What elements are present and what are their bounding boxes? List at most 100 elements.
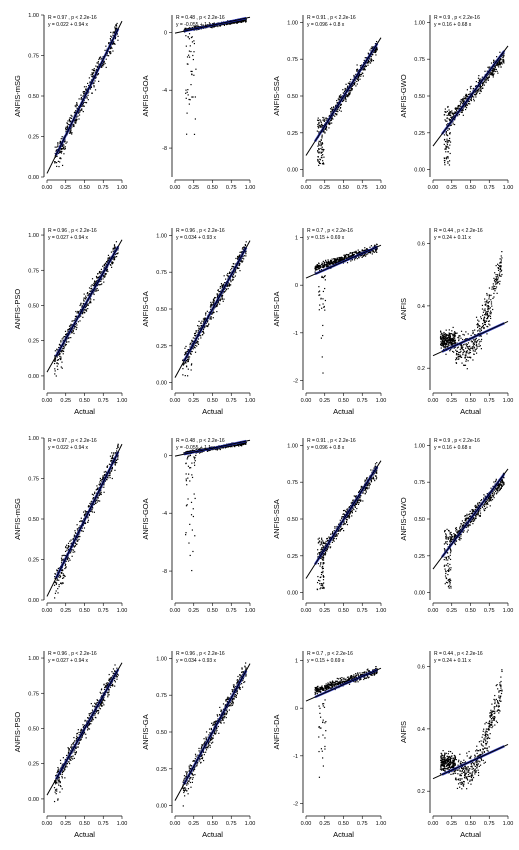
data-point (86, 97, 88, 99)
data-point (447, 340, 449, 342)
data-point (352, 84, 354, 86)
x-tick-label: 0.50 (79, 398, 90, 404)
x-tick-label: 1.00 (503, 398, 514, 404)
data-point (67, 542, 70, 544)
data-point (485, 314, 487, 316)
y-tick-label: 0.75 (28, 268, 39, 274)
data-point (317, 267, 320, 269)
data-point (83, 91, 86, 93)
data-point (83, 308, 85, 310)
data-point (116, 450, 118, 452)
data-point (228, 282, 230, 284)
data-point (73, 124, 75, 127)
data-point (191, 27, 194, 29)
data-point (86, 293, 88, 295)
data-point (243, 246, 245, 248)
data-point (465, 104, 467, 106)
data-point (324, 263, 326, 266)
data-point (83, 297, 85, 299)
data-point (56, 365, 58, 367)
x-tick-label: 0.50 (338, 185, 349, 191)
data-point (58, 150, 61, 152)
data-point (452, 344, 454, 346)
x-tick-label: 0.00 (428, 398, 439, 404)
panel-r3c1: 0.000.250.500.751.000.00 0.25 0.50 0.75 1.00… (13, 436, 127, 614)
data-point (69, 121, 71, 123)
data-point (66, 332, 69, 334)
data-point (113, 248, 116, 250)
data-point (491, 305, 493, 307)
data-point (190, 36, 193, 39)
data-point (338, 258, 340, 260)
data-point (103, 275, 105, 277)
data-point (63, 336, 66, 338)
data-point (243, 20, 245, 22)
data-point (468, 100, 470, 103)
data-point (228, 284, 231, 286)
data-point (192, 54, 194, 57)
data-point (346, 87, 349, 89)
data-point (65, 343, 67, 346)
data-point (447, 155, 449, 158)
data-point (472, 331, 474, 333)
data-point (449, 335, 452, 338)
data-point (454, 341, 456, 344)
data-point (107, 257, 109, 259)
data-point (115, 255, 118, 258)
data-point (64, 148, 66, 150)
data-point (318, 265, 320, 268)
data-point (448, 114, 450, 116)
data-point (478, 88, 480, 90)
data-point (95, 69, 98, 71)
data-point (242, 20, 244, 22)
data-point (451, 117, 453, 119)
regression-line (46, 20, 123, 174)
data-point (448, 339, 450, 342)
data-point (364, 66, 366, 68)
data-point (318, 122, 320, 125)
data-point (204, 318, 206, 321)
data-point (65, 334, 67, 336)
data-point (325, 127, 327, 130)
data-point (444, 164, 446, 166)
data-point (495, 286, 498, 288)
data-point (442, 333, 444, 335)
data-point (191, 73, 193, 75)
data-point (358, 75, 360, 77)
data-point (192, 348, 194, 350)
data-point (228, 284, 231, 287)
data-point (54, 575, 56, 578)
data-point (234, 270, 237, 272)
data-point (87, 294, 89, 297)
data-point (450, 111, 452, 113)
data-point (489, 310, 492, 312)
data-point (476, 89, 478, 92)
data-point (225, 23, 227, 25)
x-tick-label: 0.75 (98, 608, 109, 614)
data-point (67, 337, 69, 339)
data-point (336, 258, 338, 260)
data-point (187, 368, 189, 370)
data-point (481, 84, 484, 87)
data-point (202, 328, 205, 330)
data-point (376, 48, 378, 50)
data-point (501, 61, 503, 63)
data-point (445, 344, 447, 346)
data-point (457, 105, 459, 107)
data-point (356, 258, 358, 260)
data-point (340, 104, 342, 107)
data-point (480, 348, 483, 350)
data-point (376, 248, 378, 250)
data-point (75, 118, 77, 120)
data-point (93, 68, 95, 70)
data-point (370, 59, 372, 61)
data-point (446, 144, 449, 146)
data-point (458, 107, 460, 109)
data-point (345, 100, 347, 103)
data-point (66, 141, 68, 143)
data-point (498, 267, 500, 269)
data-point (349, 255, 351, 257)
data-point (93, 292, 95, 294)
panel-r1c1: 0.000.250.500.751.000.00 0.25 0.50 0.75 1.00… (13, 13, 127, 191)
data-point (210, 308, 212, 310)
